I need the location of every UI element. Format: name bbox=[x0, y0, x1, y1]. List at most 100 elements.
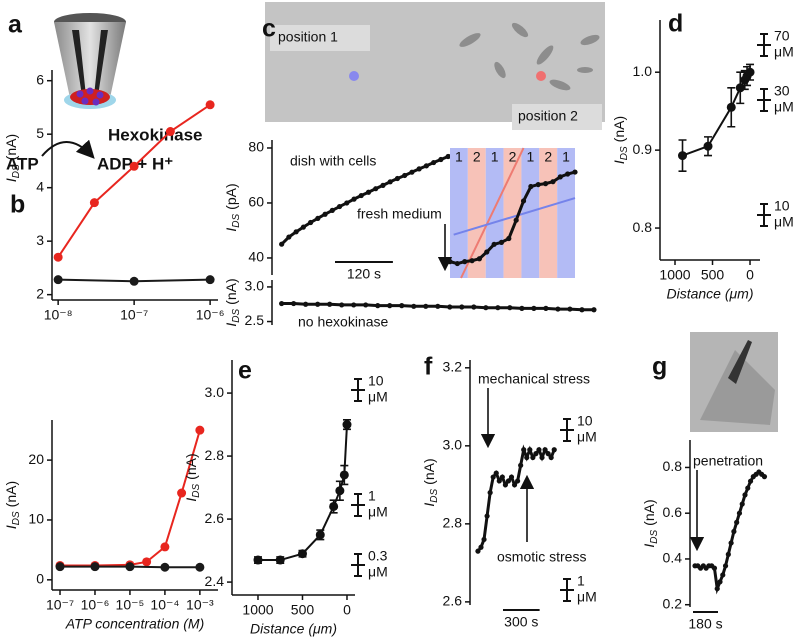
y-tick-label: 5 bbox=[36, 125, 44, 141]
y-tick-label: 0.4 bbox=[663, 550, 683, 566]
data-point bbox=[550, 179, 556, 185]
y-label-symbol: I bbox=[421, 503, 437, 507]
x-axis-label: ATP concentration (M) bbox=[65, 616, 205, 632]
x-tick-label: 10⁻⁶ bbox=[81, 597, 110, 613]
data-point bbox=[394, 175, 401, 182]
calibration-bar bbox=[560, 418, 574, 442]
scale-bar-label: 180 s bbox=[688, 616, 722, 632]
data-point bbox=[535, 181, 541, 188]
data-point bbox=[53, 252, 63, 262]
data-point bbox=[90, 562, 100, 572]
band-label: 2 bbox=[544, 149, 552, 165]
data-point bbox=[545, 451, 551, 457]
annotation: mechanical stress bbox=[478, 371, 590, 387]
data-point bbox=[195, 425, 205, 435]
panel-label: d bbox=[668, 10, 683, 38]
band-label: 2 bbox=[509, 149, 517, 165]
y-tick-label: 0.2 bbox=[663, 595, 683, 611]
data-point bbox=[498, 239, 505, 245]
electrode-schematic bbox=[54, 13, 126, 109]
data-point bbox=[329, 501, 339, 511]
data-point bbox=[555, 306, 561, 312]
calibration-bar bbox=[560, 578, 574, 602]
annotation: osmotic stress bbox=[497, 549, 586, 565]
data-point bbox=[411, 303, 417, 309]
y-tick-label: 6 bbox=[36, 71, 44, 87]
data-point bbox=[728, 540, 734, 546]
data-point bbox=[531, 305, 537, 311]
data-point bbox=[291, 300, 297, 307]
reaction-arrow bbox=[41, 139, 95, 159]
data-point bbox=[469, 258, 475, 264]
y-axis-label: IDS (nA) bbox=[183, 453, 202, 501]
substrate-label: ATP bbox=[6, 154, 39, 173]
y-label-unit: (nA) bbox=[183, 453, 199, 479]
y-tick-label: 0.9 bbox=[633, 141, 653, 157]
data-point bbox=[315, 530, 325, 540]
data-point bbox=[195, 562, 205, 572]
data-point bbox=[342, 420, 352, 430]
data-point bbox=[409, 169, 415, 175]
y-tick-label: 0 bbox=[36, 571, 44, 587]
data-point bbox=[543, 305, 549, 311]
data-point bbox=[487, 490, 493, 496]
data-point bbox=[579, 307, 585, 313]
data-point bbox=[416, 166, 422, 172]
data-point bbox=[502, 482, 508, 488]
x-tick-label: 10⁻³ bbox=[186, 597, 214, 613]
data-point bbox=[476, 256, 483, 262]
data-point bbox=[431, 159, 437, 166]
panel-label: c bbox=[262, 15, 276, 43]
x-tick-label: 0 bbox=[343, 602, 351, 618]
band-label: 2 bbox=[473, 149, 481, 165]
data-point bbox=[542, 181, 549, 187]
y-label-symbol: I bbox=[223, 323, 239, 327]
data-point bbox=[165, 127, 175, 137]
data-point bbox=[496, 478, 502, 484]
data-point bbox=[293, 229, 299, 235]
data-point bbox=[533, 451, 539, 457]
band bbox=[521, 148, 540, 278]
y-label-subscript: DS bbox=[231, 214, 242, 228]
data-point bbox=[438, 156, 444, 163]
calibration-value: 1 bbox=[577, 573, 585, 589]
data-point bbox=[513, 217, 519, 223]
y-label-symbol: I bbox=[183, 498, 199, 502]
data-point bbox=[399, 303, 405, 309]
data-point bbox=[678, 151, 688, 161]
data-point bbox=[322, 211, 328, 217]
calibration-value: 0.3 bbox=[368, 548, 388, 564]
y-tick-label: 10 bbox=[28, 511, 44, 527]
calibration-value: 10 bbox=[368, 373, 384, 389]
calibration-bar bbox=[351, 553, 365, 577]
enzyme-label: Hexokinase bbox=[108, 125, 203, 144]
panel-label: e bbox=[238, 357, 252, 385]
data-point bbox=[519, 305, 525, 311]
data-point bbox=[447, 304, 453, 310]
data-point bbox=[351, 196, 357, 202]
image-label: position 2 bbox=[518, 108, 578, 124]
calibration-bar bbox=[351, 378, 365, 402]
data-point bbox=[551, 447, 557, 453]
calibration-unit: μM bbox=[774, 99, 794, 115]
data-point bbox=[315, 215, 321, 221]
x-axis-label: Distance (μm) bbox=[250, 621, 337, 637]
data-point bbox=[484, 513, 490, 519]
x-tick-label: 10⁻⁷ bbox=[120, 307, 148, 323]
data-point bbox=[735, 83, 745, 93]
y-tick-label: 3.0 bbox=[443, 437, 463, 453]
data-point bbox=[542, 447, 548, 453]
y-axis-label: IDS (nA) bbox=[641, 499, 660, 547]
data-point bbox=[734, 519, 740, 525]
calibration-bar bbox=[757, 88, 771, 112]
y-tick-label: 20 bbox=[28, 451, 44, 467]
y-label-unit: (pA) bbox=[223, 183, 239, 209]
calibration-unit: μM bbox=[774, 44, 794, 60]
calibration-value: 10 bbox=[774, 198, 790, 214]
data-point bbox=[506, 235, 512, 242]
data-point bbox=[521, 447, 527, 453]
data-point bbox=[714, 586, 720, 592]
y-axis-label: IDS (nA) bbox=[3, 134, 22, 182]
data-point bbox=[507, 305, 513, 311]
